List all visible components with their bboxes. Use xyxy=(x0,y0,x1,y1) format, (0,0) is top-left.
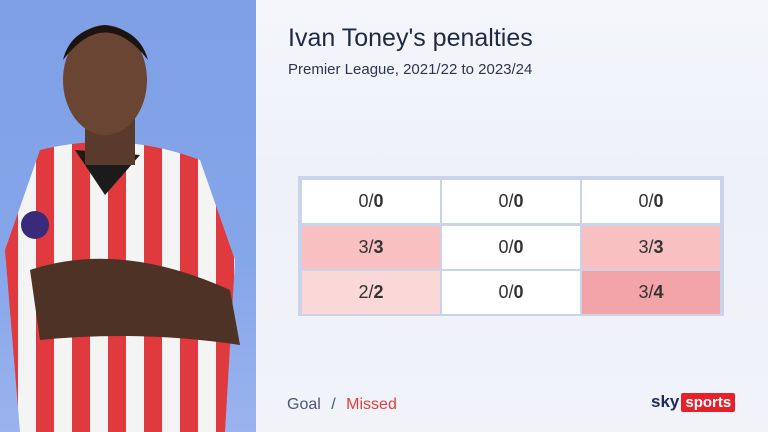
goals: 0 xyxy=(498,191,509,211)
taken: 0 xyxy=(513,191,524,211)
legend-goal: Goal xyxy=(287,396,321,413)
goals: 0 xyxy=(638,191,649,211)
taken: 3 xyxy=(653,237,664,257)
goal-grid: 0/0 0/0 0/0 3/3 0/0 3/3 2/2 0/0 3/4 xyxy=(298,176,724,316)
goals: 2 xyxy=(358,282,369,302)
grid-cell: 0/0 xyxy=(442,180,580,223)
taken: 0 xyxy=(653,191,664,211)
separator: / xyxy=(368,282,374,302)
goals: 3 xyxy=(638,282,649,302)
grid-cell: 0/0 xyxy=(582,180,720,223)
taken: 3 xyxy=(373,237,384,257)
separator: / xyxy=(648,237,654,257)
title: Ivan Toney's penalties xyxy=(288,24,533,52)
goals: 0 xyxy=(498,282,509,302)
subtitle: Premier League, 2021/22 to 2023/24 xyxy=(288,61,533,78)
grid-cell: 0/0 xyxy=(442,271,580,314)
logo-sports: sports xyxy=(681,392,736,412)
goals: 3 xyxy=(358,237,369,257)
player-illustration xyxy=(5,25,240,432)
taken: 0 xyxy=(373,191,384,211)
separator: / xyxy=(508,237,514,257)
grid-cell: 3/3 xyxy=(582,226,720,269)
logo-sky: sky xyxy=(651,392,680,411)
goals: 3 xyxy=(638,237,649,257)
legend-separator: / xyxy=(331,396,336,413)
separator: / xyxy=(368,191,374,211)
separator: / xyxy=(648,282,654,302)
taken: 4 xyxy=(653,282,664,302)
player-photo xyxy=(0,0,256,432)
grid-cell: 0/0 xyxy=(302,180,440,223)
legend: Goal / Missed xyxy=(287,396,397,414)
taken: 0 xyxy=(513,282,524,302)
taken: 2 xyxy=(373,282,384,302)
goals: 0 xyxy=(358,191,369,211)
grid-cell: 0/0 xyxy=(442,226,580,269)
separator: / xyxy=(508,191,514,211)
separator: / xyxy=(648,191,654,211)
grid-cell: 3/4 xyxy=(582,271,720,314)
logo: sky sports xyxy=(651,392,736,412)
separator: / xyxy=(368,237,374,257)
grid-cell: 2/2 xyxy=(302,271,440,314)
grid-cell: 3/3 xyxy=(302,226,440,269)
goals: 0 xyxy=(498,237,509,257)
separator: / xyxy=(508,282,514,302)
taken: 0 xyxy=(513,237,524,257)
legend-missed: Missed xyxy=(346,396,397,413)
